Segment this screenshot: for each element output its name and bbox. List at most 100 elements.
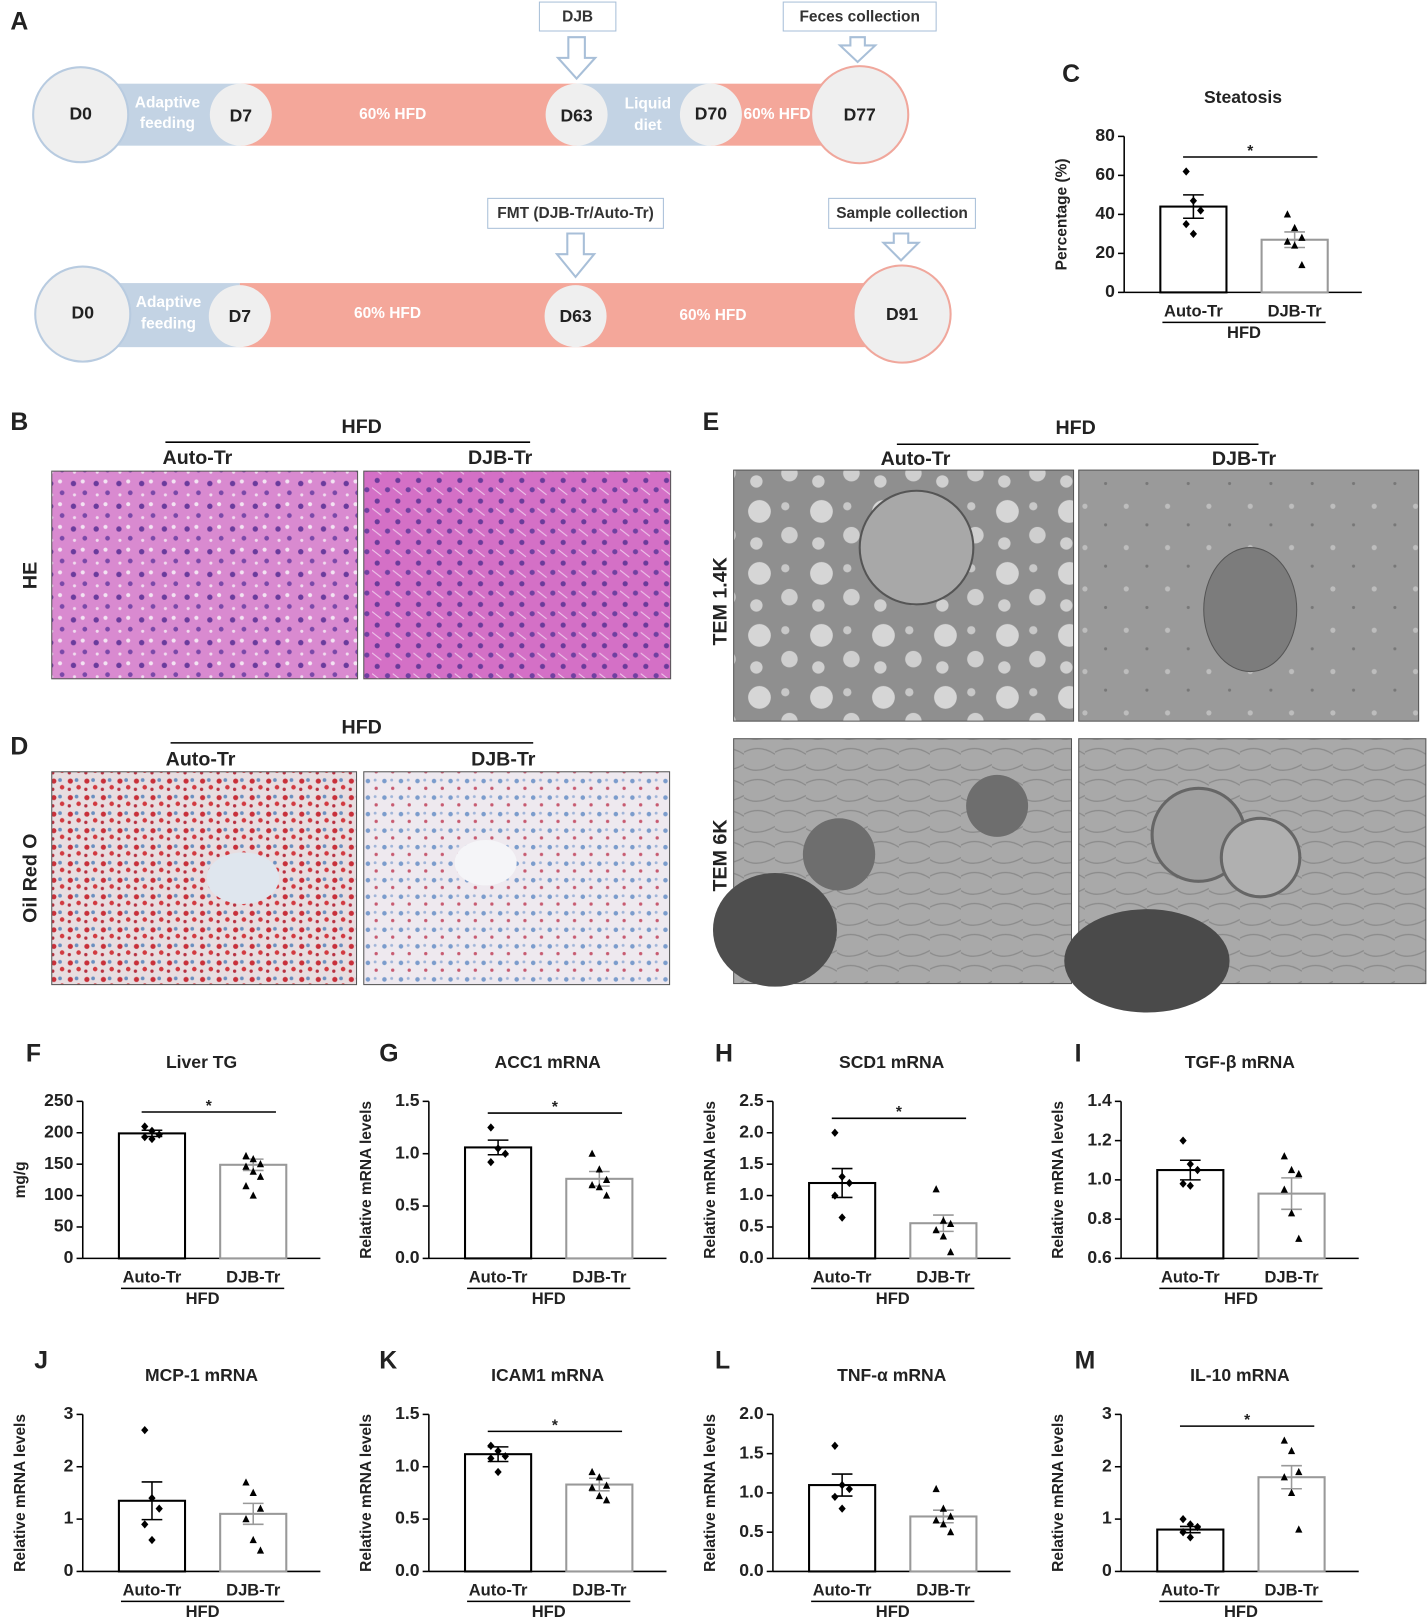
- chart-title: MCP-1 mRNA: [145, 1365, 258, 1385]
- significance: *: [552, 1417, 559, 1434]
- data-point: [831, 1191, 839, 1200]
- data-point: [501, 1149, 509, 1158]
- y-tick-label: 0.5: [739, 1216, 764, 1236]
- data-point: [1291, 241, 1299, 249]
- arrow: [880, 232, 922, 262]
- y-tick-label: 2.0: [739, 1121, 764, 1141]
- data-point: [242, 1182, 250, 1190]
- y-tick-label: 60: [1095, 164, 1115, 184]
- group-label: HFD: [876, 1602, 910, 1620]
- y-tick-label: 1.0: [739, 1184, 764, 1204]
- data-point: [1179, 1514, 1187, 1524]
- group-label: HFD: [342, 717, 382, 739]
- y-tick-label: 0.5: [395, 1508, 420, 1528]
- callout-box: [782, 1, 937, 32]
- y-tick-label: 1.2: [1087, 1129, 1112, 1149]
- mitochondrion: [966, 774, 1029, 837]
- panel-letter: H: [715, 1040, 733, 1067]
- data-point: [256, 1160, 265, 1168]
- chart-title: IL-10 mRNA: [1190, 1365, 1290, 1385]
- data-point: [1298, 260, 1306, 269]
- data-point: [588, 1180, 596, 1189]
- data-point: [249, 1191, 257, 1199]
- phase-label: 60% HFD: [743, 106, 810, 123]
- data-point: [939, 1520, 947, 1528]
- data-point: [1280, 1152, 1288, 1160]
- data-point: [1280, 1436, 1288, 1444]
- y-tick-label: 0.0: [395, 1247, 420, 1267]
- data-point: [939, 1232, 947, 1240]
- panel-letter: M: [1075, 1347, 1096, 1374]
- data-point: [932, 1185, 940, 1193]
- data-point: [141, 1425, 149, 1435]
- data-point: [242, 1514, 250, 1523]
- row-label: TEM 6K: [709, 819, 731, 891]
- nucleus: [1064, 909, 1230, 1013]
- y-axis-label: Percentage (%): [1053, 158, 1070, 270]
- y-tick-label: 1.0: [739, 1482, 764, 1502]
- data-point: [946, 1247, 955, 1256]
- x-tick-label: DJB-Tr: [226, 1580, 281, 1599]
- x-tick-label: Auto-Tr: [1164, 301, 1223, 320]
- bar: [463, 1146, 533, 1260]
- significance: *: [1244, 1412, 1251, 1429]
- image: [51, 470, 359, 680]
- data-point: [1287, 1446, 1296, 1455]
- timeline: A D0 D7 D63 D70 D77 Adaptive feeding 60%…: [10, 1, 976, 364]
- x-tick-label: DJB-Tr: [916, 1580, 971, 1599]
- data-point: [939, 1504, 947, 1512]
- data-point: [155, 1130, 163, 1139]
- y-axis-label: Relative mRNA levels: [1050, 1101, 1067, 1259]
- phase-label: feeding: [140, 115, 195, 132]
- phase-label: 60% HFD: [359, 106, 426, 123]
- y-tick-label: 0.0: [739, 1247, 764, 1267]
- y-tick-label: 1.5: [739, 1442, 764, 1462]
- data-point: [1291, 223, 1299, 232]
- data-point: [831, 1128, 839, 1137]
- y-tick-label: 0.8: [1087, 1208, 1112, 1228]
- data-point: [242, 1478, 250, 1486]
- data-point: [932, 1484, 940, 1493]
- data-point: [595, 1473, 603, 1481]
- group-label: HFD: [1227, 323, 1261, 342]
- day-label: D77: [844, 104, 876, 124]
- panel-letter: K: [379, 1347, 397, 1374]
- x-tick-label: DJB-Tr: [572, 1580, 627, 1599]
- significance: *: [1247, 143, 1254, 160]
- day-label: D63: [561, 105, 593, 125]
- data-point: [1193, 1165, 1202, 1175]
- bar: [1159, 205, 1228, 294]
- data-point: [588, 1467, 596, 1476]
- y-tick-label: 2: [64, 1455, 74, 1475]
- significance: *: [896, 1104, 903, 1121]
- phase-label: Liquid: [625, 95, 671, 112]
- data-point: [249, 1488, 257, 1497]
- y-tick-label: 1: [1102, 1508, 1112, 1528]
- column-label: Auto-Tr: [163, 447, 233, 469]
- phase-label: diet: [634, 117, 662, 134]
- y-tick-label: 2: [1102, 1455, 1112, 1475]
- y-tick-label: 0: [1105, 281, 1115, 301]
- bar: [219, 1163, 288, 1260]
- data-point: [602, 1496, 611, 1504]
- y-tick-label: 100: [44, 1184, 74, 1204]
- day-label: D91: [886, 304, 918, 324]
- panel-letter: G: [379, 1040, 398, 1067]
- y-axis-label: Relative mRNA levels: [12, 1414, 29, 1572]
- data-point: [1179, 1136, 1187, 1145]
- phase-label: 60% HFD: [679, 307, 746, 324]
- data-point: [1193, 1522, 1202, 1532]
- data-point: [487, 1123, 495, 1132]
- phase-label: Adaptive: [136, 294, 202, 311]
- data-point: [595, 1491, 603, 1500]
- y-tick-label: 0.5: [395, 1195, 420, 1215]
- data-point: [838, 1172, 846, 1181]
- data-point: [1283, 210, 1292, 218]
- y-tick-label: 0: [1102, 1560, 1112, 1580]
- data-point: [602, 1481, 611, 1489]
- y-tick-label: 1.0: [395, 1455, 420, 1475]
- data-point: [602, 1191, 611, 1199]
- mitochondrion: [802, 818, 876, 891]
- panel-letter: F: [26, 1040, 41, 1067]
